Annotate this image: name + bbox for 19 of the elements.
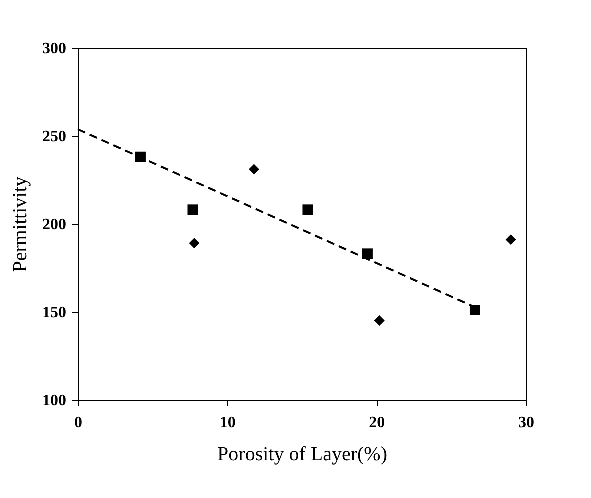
point [362,248,373,260]
x-tick-label: 0 [74,414,82,432]
point [470,304,480,316]
point [188,204,198,216]
x-axis-title: Porosity of Layer(%) [218,444,388,466]
x-tick-label: 20 [369,414,386,432]
y-tick-label: 300 [42,40,66,58]
y-tick-label: 150 [42,304,66,322]
point [374,316,385,326]
point [189,238,200,249]
y-tick-label: 200 [42,216,66,234]
y-tick-label: 100 [42,392,66,410]
point [302,204,314,216]
x-tick-label: 30 [518,414,534,432]
x-tick-label: 10 [220,414,236,432]
y-tick-label: 250 [42,128,66,146]
point [248,164,260,175]
y-axis-title: Permittivity [10,176,32,272]
point [506,234,516,246]
